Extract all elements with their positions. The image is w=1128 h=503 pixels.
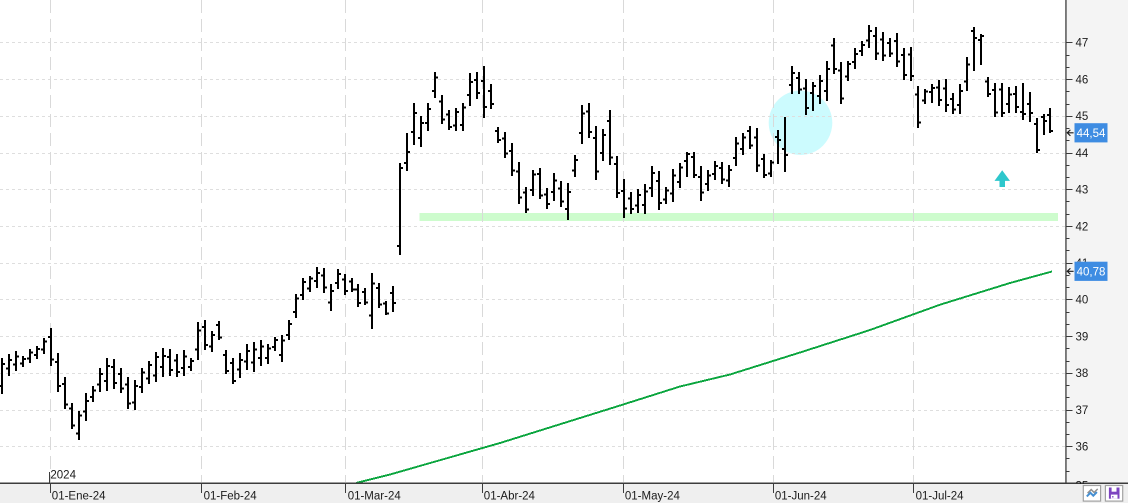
svg-text:2024: 2024: [50, 470, 76, 482]
svg-text:01-Feb-24: 01-Feb-24: [204, 491, 258, 503]
svg-text:40: 40: [1076, 295, 1089, 307]
svg-text:37: 37: [1076, 405, 1089, 417]
svg-text:39: 39: [1076, 331, 1089, 343]
svg-text:44: 44: [1076, 148, 1089, 160]
svg-text:01-May-24: 01-May-24: [625, 491, 681, 503]
svg-text:01-Jun-24: 01-Jun-24: [775, 491, 827, 503]
svg-text:44,54: 44,54: [1077, 128, 1106, 140]
svg-text:01-Ene-24: 01-Ene-24: [52, 491, 106, 503]
svg-text:38: 38: [1076, 368, 1089, 380]
svg-text:46: 46: [1076, 74, 1089, 86]
svg-text:47: 47: [1076, 38, 1089, 50]
svg-text:43: 43: [1076, 185, 1089, 197]
svg-text:42: 42: [1076, 221, 1089, 233]
svg-text:01-Mar-24: 01-Mar-24: [348, 491, 402, 503]
svg-text:01-Abr-24: 01-Abr-24: [484, 491, 536, 503]
svg-text:40,78: 40,78: [1077, 267, 1106, 279]
svg-text:01-Jul-24: 01-Jul-24: [916, 491, 965, 503]
svg-text:45: 45: [1076, 111, 1089, 123]
svg-text:36: 36: [1076, 442, 1089, 454]
